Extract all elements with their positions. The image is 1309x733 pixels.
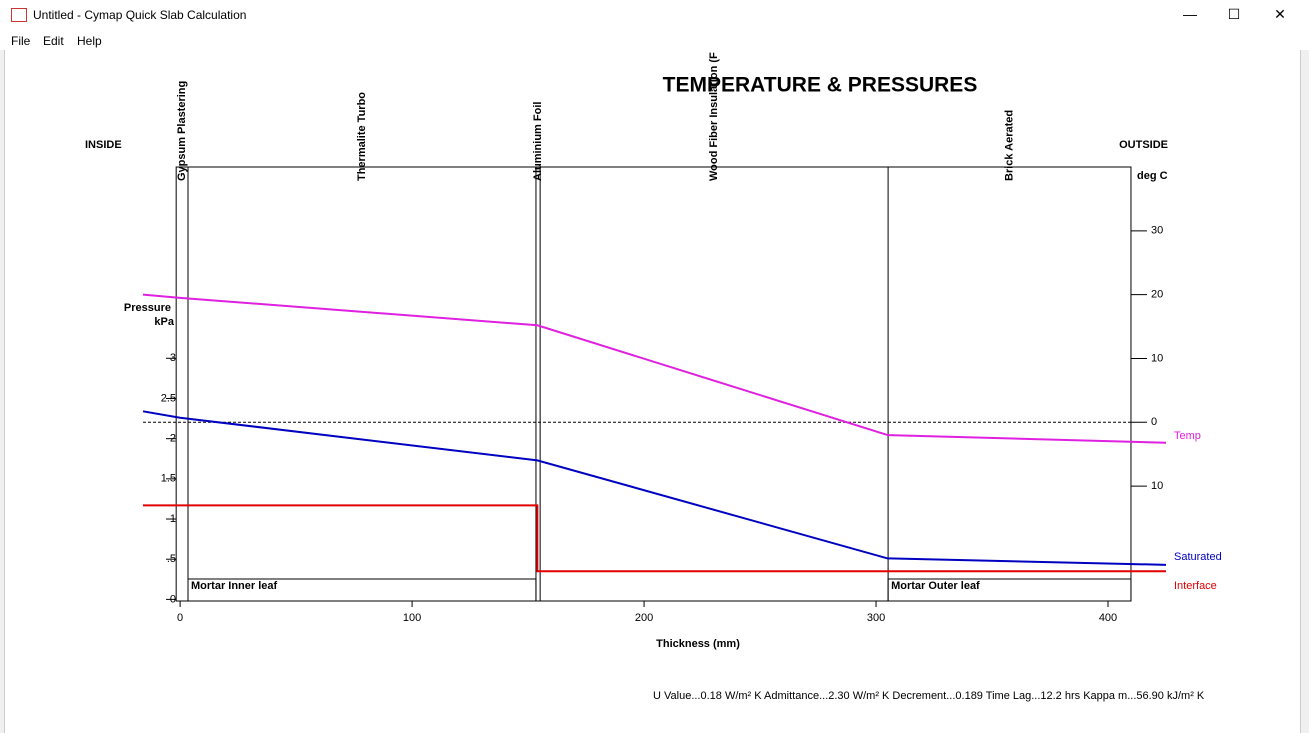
maximize-button[interactable]: ☐ [1227, 6, 1241, 22]
chart-title: TEMPERATURE & PRESSURES [663, 74, 978, 97]
mortar-box [887, 578, 1132, 602]
layer-name: Brick Aerated [1003, 110, 1015, 181]
menu-item[interactable]: File [11, 34, 31, 48]
y-axis-label: kPa [154, 316, 174, 328]
outside-label: OUTSIDE [1119, 139, 1168, 151]
series-line [143, 504, 1166, 573]
x-tick-label: 0 [177, 612, 183, 624]
close-button[interactable]: ✕ [1274, 6, 1286, 22]
menu-item[interactable]: Edit [43, 34, 64, 48]
y-axis-label: Pressure [124, 302, 171, 314]
legend-label: Temp [1174, 430, 1201, 442]
plot-frame [175, 166, 1132, 602]
legend-label: Interface [1174, 580, 1217, 592]
x-tick-label: 200 [635, 612, 653, 624]
y2-tick-label: 30 [1151, 225, 1163, 237]
y2-tick-label: 0 [1151, 416, 1157, 428]
chart: TEMPERATURE & PRESSURES INSIDE OUTSIDE P… [85, 52, 1222, 702]
layer-name: Wood Fiber Insulation (F [708, 52, 720, 181]
mortar-label: Mortar Outer leaf [891, 580, 980, 592]
y2-axis-label: deg C [1137, 170, 1168, 182]
menu-bar: File Edit Help [0, 31, 1300, 51]
x-tick-label: 400 [1099, 612, 1117, 624]
app-icon [11, 8, 27, 22]
legend-label: Saturated [1174, 551, 1222, 563]
layer-name: Aluminium Foil [532, 102, 544, 181]
series-line [142, 410, 1167, 566]
y2-tick-label: 20 [1151, 289, 1163, 301]
y2-tick-label: 10 [1151, 480, 1163, 492]
layer-name: Thermalite Turbo [356, 92, 368, 181]
menu-item[interactable]: Help [77, 34, 102, 48]
minimize-button[interactable]: — [1183, 6, 1197, 22]
layer-name: Gypsum Plastering [176, 81, 188, 181]
x-tick-label: 300 [867, 612, 885, 624]
mortar-box [187, 578, 537, 602]
title-bar: Untitled - Cymap Quick Slab Calculation … [0, 0, 1309, 31]
x-axis-label: Thickness (mm) [656, 638, 740, 650]
background-edge [1300, 50, 1309, 733]
footer-stats: U Value...0.18 W/m² K Admittance...2.30 … [653, 690, 1205, 702]
y2-tick-label: 10 [1151, 352, 1163, 364]
mortar-label: Mortar Inner leaf [191, 580, 278, 592]
inside-label: INSIDE [85, 139, 122, 151]
x-tick-label: 100 [403, 612, 421, 624]
background-edge [0, 50, 5, 733]
series-line [142, 293, 1167, 444]
window-title: Untitled - Cymap Quick Slab Calculation [33, 8, 247, 22]
